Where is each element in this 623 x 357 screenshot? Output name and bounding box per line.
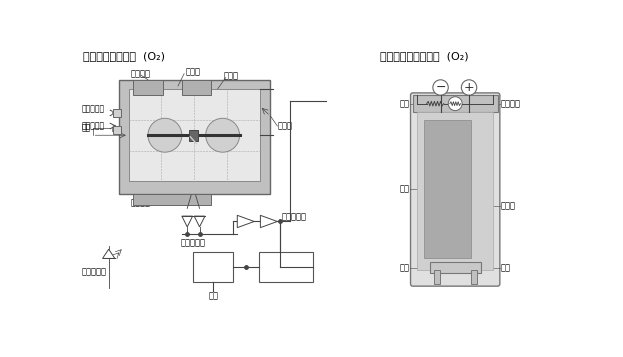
Polygon shape [182,216,193,227]
Polygon shape [194,216,205,227]
Text: 电阻: 电阻 [400,99,410,108]
Bar [182,80,211,95]
Text: 永久磁铁: 永久磁铁 [131,69,151,78]
Bar [133,194,211,205]
Bar [434,270,440,284]
FancyBboxPatch shape [411,93,500,286]
Text: 测量室: 测量室 [278,121,293,131]
Text: 发光二极管: 发光二极管 [82,268,107,277]
Bar [113,109,121,117]
Text: 前置放大器: 前置放大器 [281,212,306,221]
Text: 隔膜: 隔膜 [501,263,511,272]
Text: 气体进气口: 气体进气口 [82,105,105,114]
Bar [112,111,113,115]
Text: 显示: 显示 [208,262,219,271]
Bar [193,252,234,282]
Bar [129,89,260,181]
Text: 气体排气口: 气体排气口 [82,121,105,131]
Circle shape [449,97,462,111]
Bar [133,80,163,95]
Bar [113,126,121,134]
Bar [112,127,113,132]
Circle shape [433,80,449,95]
Bar [259,252,313,282]
Text: 热敏电阻: 热敏电阻 [501,99,521,108]
Bar [120,80,270,194]
Bar [413,95,498,112]
Text: 正极: 正极 [400,263,410,272]
Text: 电解液: 电解液 [501,202,516,211]
Text: −: − [435,81,446,94]
Text: 反射镜: 反射镜 [186,67,201,77]
Text: 磁力式测量原理图  (O₂): 磁力式测量原理图 (O₂) [82,51,164,61]
Polygon shape [103,249,115,258]
Bar [470,270,477,284]
Text: 永久磁铁: 永久磁铁 [131,198,151,207]
Text: 二连球: 二连球 [224,71,239,80]
Text: 负极: 负极 [400,185,410,193]
Circle shape [148,118,182,152]
Polygon shape [260,215,277,228]
Bar [430,262,480,273]
Text: 输出: 输出 [209,291,219,300]
Text: 信号处理
运算器: 信号处理 运算器 [276,257,296,277]
Text: +: + [464,81,474,94]
Bar [424,120,472,258]
Text: 磁场: 磁场 [82,123,91,132]
Text: 光电二极管: 光电二极管 [181,238,206,247]
Polygon shape [237,215,254,228]
Bar [417,112,493,270]
Circle shape [206,118,240,152]
Bar [189,130,198,141]
Text: 电化学式测量原理图  (O₂): 电化学式测量原理图 (O₂) [380,51,468,61]
Circle shape [462,80,477,95]
